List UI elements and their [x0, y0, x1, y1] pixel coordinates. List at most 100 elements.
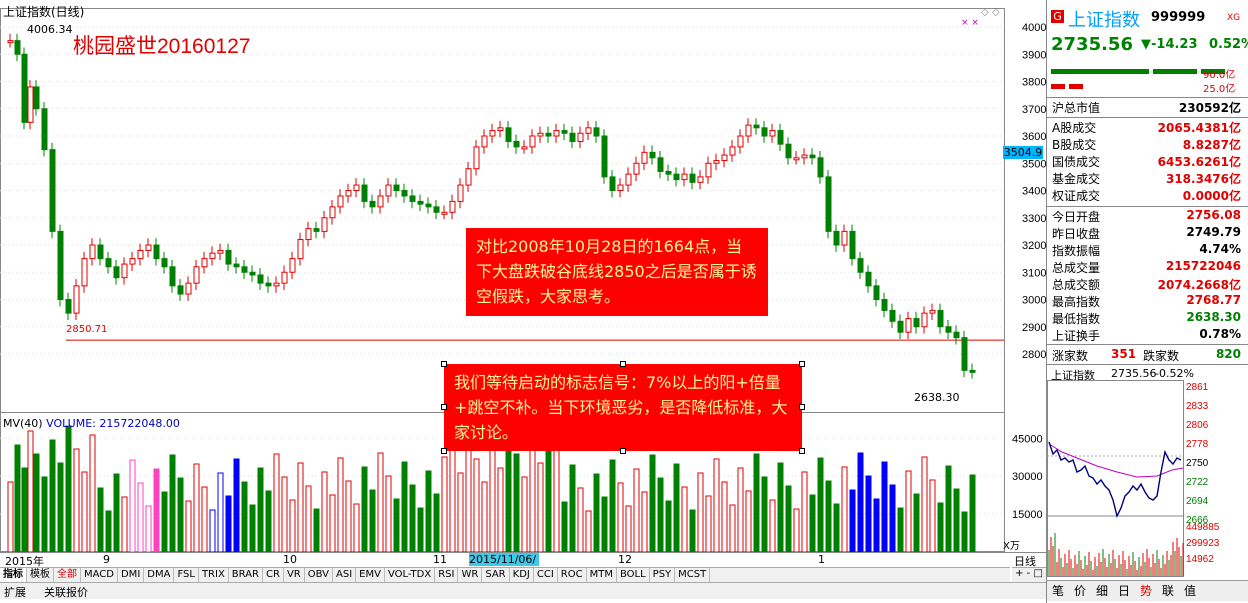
- panel-button[interactable]: 联: [1161, 584, 1174, 598]
- indicator-tab[interactable]: ASI: [333, 568, 357, 582]
- volume-bar: [113, 473, 120, 552]
- panel-button[interactable]: 日: [1117, 584, 1130, 598]
- resize-handle[interactable]: [441, 448, 447, 454]
- panel-button[interactable]: 价: [1073, 584, 1086, 598]
- resize-handle[interactable]: [441, 404, 447, 410]
- candle: [753, 124, 760, 129]
- volume-bar: [777, 462, 784, 552]
- resize-handle[interactable]: [620, 448, 626, 454]
- indicator-tab[interactable]: TRIX: [199, 568, 229, 582]
- candle: [217, 249, 224, 254]
- zoom-controls[interactable]: + - □: [1012, 567, 1046, 582]
- candle: [849, 230, 856, 260]
- volume-bar: [137, 482, 144, 552]
- indicator-tab[interactable]: DMA: [144, 568, 175, 582]
- candle: [657, 157, 664, 172]
- indicator-tab[interactable]: RSI: [435, 568, 459, 582]
- volume-bar: [353, 503, 360, 552]
- volume-bar: [27, 430, 34, 552]
- volume-bar: [809, 494, 816, 552]
- volume-bar: [41, 476, 48, 552]
- volume-bar: [729, 504, 736, 552]
- candle: [305, 228, 312, 241]
- resize-handle[interactable]: [799, 404, 805, 410]
- indicator-tab[interactable]: ROC: [558, 568, 587, 582]
- indicator-tab[interactable]: EMV: [356, 568, 385, 582]
- indicator-tab[interactable]: CCI: [534, 568, 558, 582]
- panel-button[interactable]: 势: [1139, 584, 1152, 598]
- indicator-tab[interactable]: DMI: [118, 568, 145, 582]
- indicator-tab[interactable]: 全部: [54, 568, 81, 582]
- resize-handle[interactable]: [441, 361, 447, 367]
- stat-label: 最高指数: [1052, 295, 1101, 309]
- indicator-tab[interactable]: SAR: [482, 568, 510, 582]
- indicator-tab[interactable]: MCST: [675, 568, 711, 582]
- volume-bar: [761, 476, 768, 552]
- candle: [921, 312, 928, 328]
- tab-related-quotes[interactable]: 关联报价: [44, 586, 88, 599]
- panel-button[interactable]: 值: [1183, 584, 1196, 598]
- candle: [745, 124, 752, 137]
- indicator-tab[interactable]: BOLL: [617, 568, 650, 582]
- volume-bar: [705, 495, 712, 552]
- candle: [825, 176, 832, 232]
- candle: [329, 206, 336, 219]
- kline-chart[interactable]: 4000 3900 3800 3700 3600 3500 3400 3300 3200 3100…: [0, 0, 1046, 552]
- volume-bar: [657, 477, 664, 552]
- indicator-tab[interactable]: MTM: [587, 568, 617, 582]
- indicator-tab[interactable]: KDJ: [510, 568, 534, 582]
- indicator-tab[interactable]: FSL: [174, 568, 199, 582]
- candle: [761, 127, 768, 137]
- indicator-tab[interactable]: OBV: [305, 568, 333, 582]
- panel-button[interactable]: 细: [1095, 584, 1108, 598]
- kline-chart-area[interactable]: 4000 3900 3800 3700 3600 3500 3400 3300 3200 3100…: [0, 0, 1046, 552]
- resize-handle[interactable]: [799, 361, 805, 367]
- period-label[interactable]: 日线: [1014, 555, 1036, 568]
- volume-bar: [73, 448, 80, 552]
- bar-value-1: 90.0亿: [1203, 70, 1236, 81]
- indicator-tab[interactable]: BRAR: [229, 568, 263, 582]
- indicator-tab[interactable]: VR: [284, 568, 305, 582]
- volume-bar: [249, 504, 256, 552]
- candle: [233, 263, 240, 268]
- indicator-tab[interactable]: PSY: [650, 568, 676, 582]
- resize-handle[interactable]: [620, 361, 626, 367]
- candle: [73, 285, 80, 314]
- candle: [409, 195, 416, 202]
- turnover-label: 国债成交: [1052, 155, 1101, 169]
- divider: [1047, 117, 1248, 118]
- support-annotation: 2850.71: [66, 324, 108, 335]
- candle: [769, 130, 776, 137]
- indicator-tab[interactable]: WR: [458, 568, 483, 582]
- panel-button[interactable]: 笔: [1051, 584, 1064, 598]
- note-box-2[interactable]: 我们等待启动的标志信号：7%以上的阳+倍量+跳空不补。当下环境恶劣，是否降低标准…: [444, 364, 802, 451]
- tab-expand[interactable]: 扩展: [4, 586, 26, 599]
- mini-title: 上证指数: [1051, 369, 1095, 382]
- candle: [681, 173, 688, 181]
- candle: [161, 258, 168, 268]
- date-label: 9: [103, 553, 110, 566]
- stat-label: 总成交量: [1052, 261, 1101, 275]
- turnover-value: 6453.6261亿: [1157, 155, 1241, 169]
- candle: [14, 40, 21, 55]
- chart-controls[interactable]: ◇ ◇: [981, 7, 1000, 18]
- resize-handle[interactable]: [799, 448, 805, 454]
- indicator-tab[interactable]: 模板: [27, 568, 54, 582]
- indicator-tab[interactable]: CR: [263, 568, 284, 582]
- candle: [193, 266, 200, 284]
- note-box-1[interactable]: 对比2008年10月28日的1664点，当下大盘跌破谷底线2850之后是否属于诱…: [466, 228, 768, 316]
- candle: [137, 249, 144, 260]
- indicator-tab[interactable]: 指标: [0, 568, 27, 582]
- candle: [537, 132, 544, 137]
- candle: [793, 157, 800, 161]
- volume-bar: [177, 477, 184, 552]
- indicator-tab[interactable]: VOL-TDX: [385, 568, 436, 582]
- volume-bar: [721, 481, 728, 552]
- stat-label: 指数振幅: [1052, 244, 1101, 258]
- volume-bar-green: [1201, 69, 1225, 74]
- volume-bar: [81, 471, 88, 552]
- candle: [369, 200, 376, 208]
- price-change-pct: 0.52%: [1209, 37, 1248, 52]
- indicator-tab[interactable]: MACD: [81, 568, 118, 582]
